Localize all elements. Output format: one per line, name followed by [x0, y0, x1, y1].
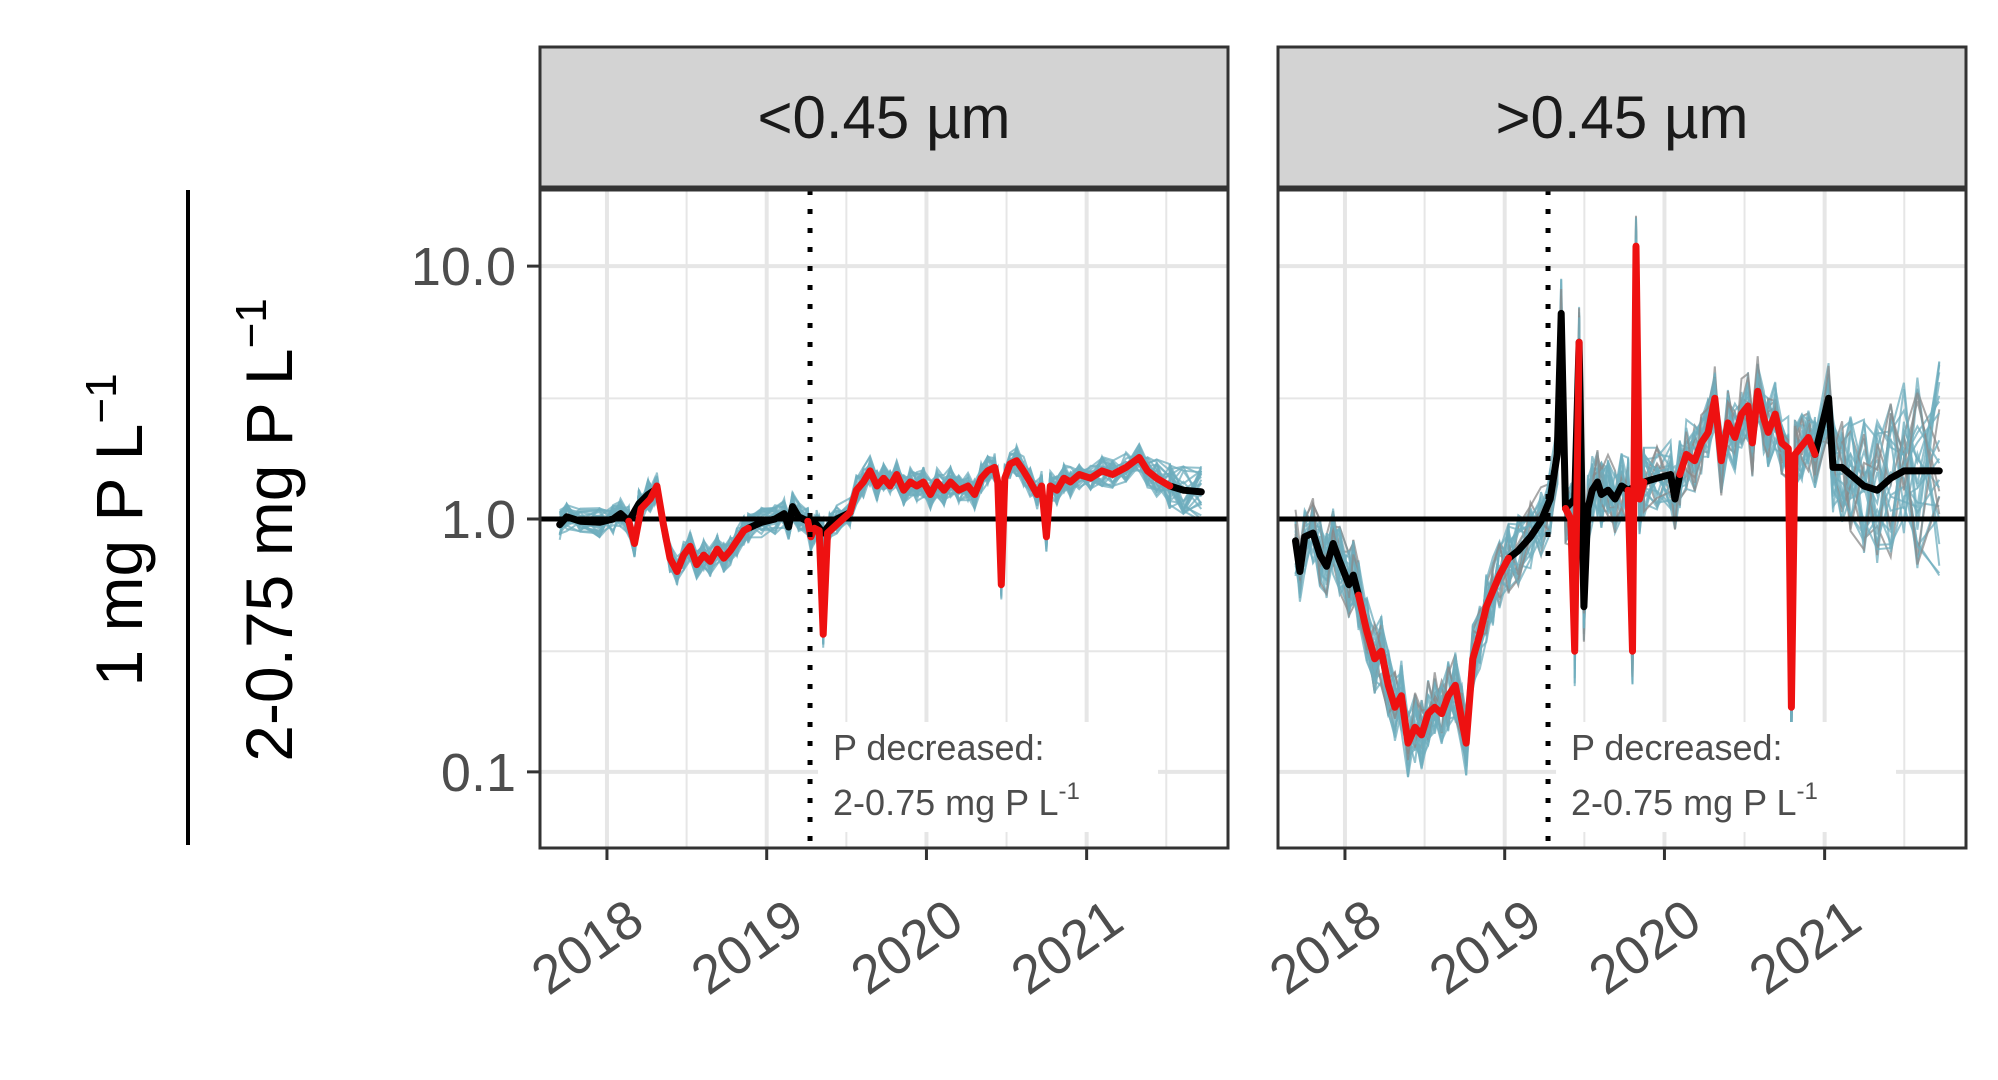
y-axis-title-numerator: 1 mg P L−1 [77, 373, 156, 686]
facet-strip-label: <0.45 µm [757, 84, 1010, 151]
panel-border [538, 188, 1230, 850]
x-tick-label: 2020 [1579, 888, 1712, 1006]
series-line-black [1811, 394, 1943, 494]
annotation-line1: P decreased: [1571, 727, 1782, 768]
x-tick-label: 2020 [841, 888, 974, 1006]
series-line-black [1292, 529, 1362, 599]
facet-strip [1276, 45, 1968, 189]
facet-strip [538, 45, 1230, 189]
panel-border [1276, 188, 1968, 850]
annotation-p-decreased: P decreased: 2-0.75 mg P L-1 [1556, 722, 1897, 832]
x-tick-label: 2018 [1259, 888, 1392, 1006]
series-line-red [1355, 554, 1513, 747]
x-tick-label: 2021 [1739, 888, 1872, 1006]
annotation-background [1556, 722, 1897, 832]
series-line-red [1624, 242, 1648, 655]
series-line-red [1676, 387, 1819, 711]
x-tick-label: 2018 [521, 888, 654, 1006]
y-axis-ticks: 0.1 1.0 10.0 [411, 237, 540, 803]
x-tick-label: 2019 [1419, 888, 1552, 1006]
annotation-line1: P decreased: [833, 727, 1044, 768]
x-tick-label: 2019 [681, 888, 814, 1006]
series-line-black [556, 486, 659, 529]
series-line-black [1166, 482, 1205, 496]
series-line-red [1562, 338, 1583, 655]
y-tick-label: 10.0 [411, 237, 516, 297]
y-axis-title: 1 mg P L−1 2-0.75 mg P L−1 [77, 190, 306, 845]
x-tick-label: 2021 [1001, 888, 1134, 1006]
series-line-red [804, 454, 1174, 638]
y-axis-title-denominator: 2-0.75 mg P L−1 [227, 298, 306, 762]
y-tick-label: 1.0 [441, 490, 516, 550]
series-line-black [744, 503, 854, 537]
annotation-line2: 2-0.75 mg P L-1 [833, 778, 1080, 823]
facet-strip-label: >0.45 µm [1495, 84, 1748, 151]
series-line-red [625, 482, 752, 575]
annotation-p-decreased: P decreased: 2-0.75 mg P L-1 [818, 722, 1159, 832]
annotation-background [818, 722, 1159, 832]
y-tick-label: 0.1 [441, 743, 516, 803]
annotation-line2: 2-0.75 mg P L-1 [1571, 778, 1818, 823]
